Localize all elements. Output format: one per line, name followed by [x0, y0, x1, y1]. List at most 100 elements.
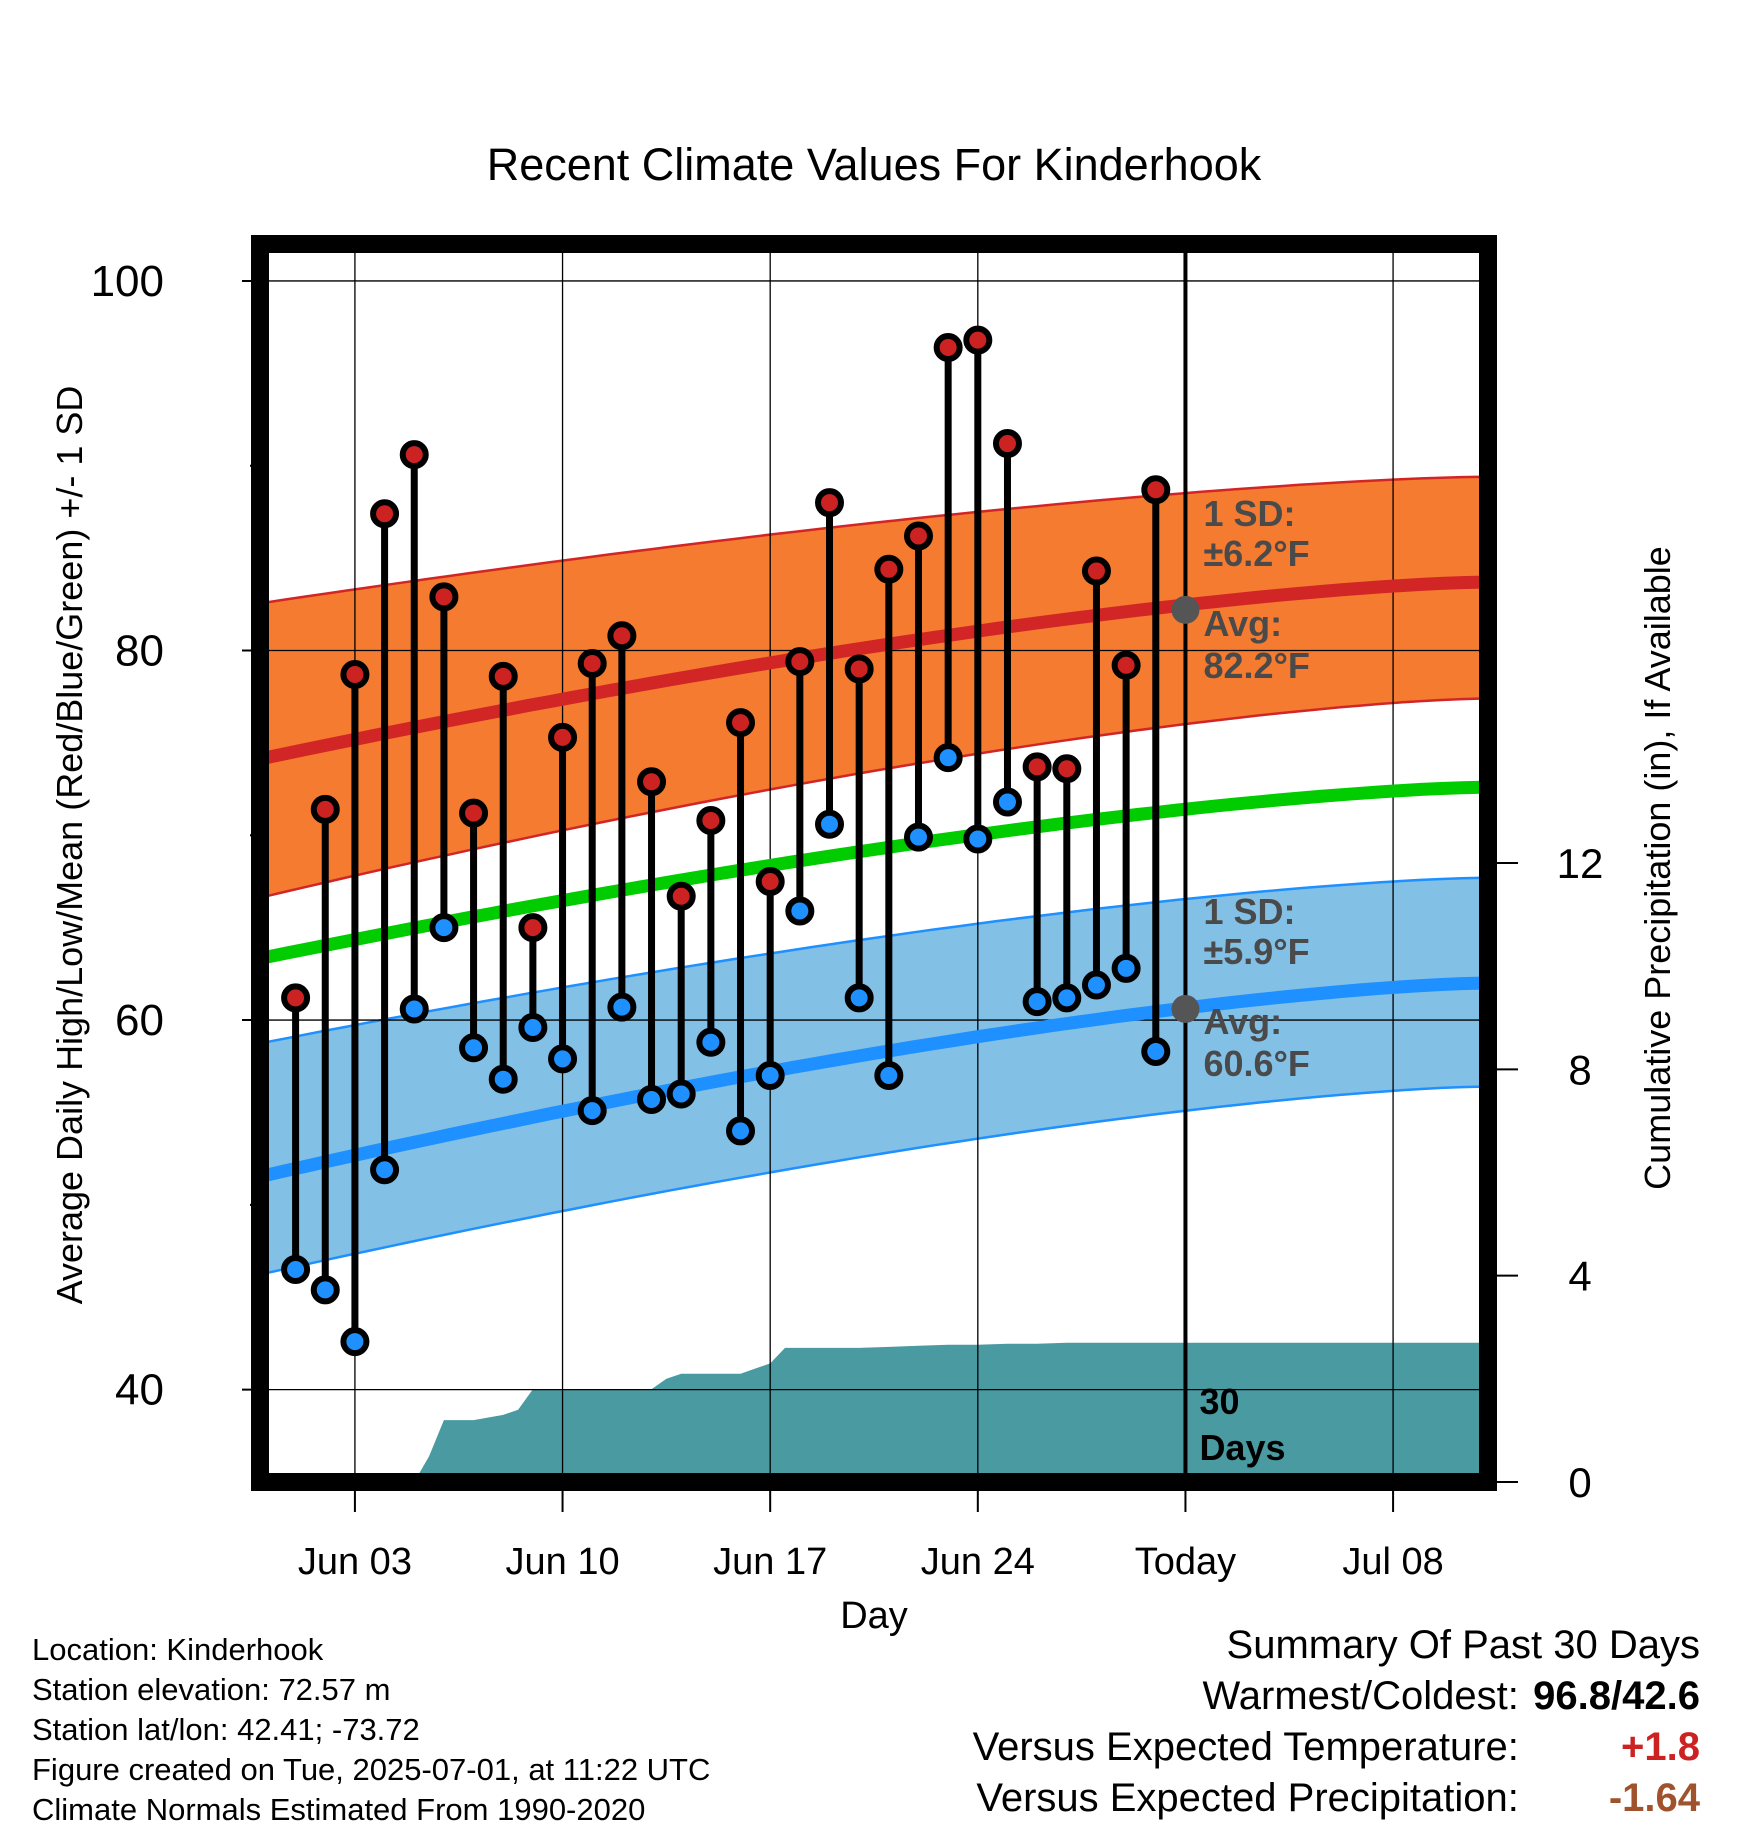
- high-point: [992, 429, 1022, 459]
- y2-axis-label: Cumulative Precipitation (in), If Availa…: [1637, 546, 1678, 1190]
- precipitation-area: [265, 1342, 1483, 1482]
- x-tick-label-0: Jun 03: [298, 1541, 412, 1583]
- low-avg-title: Avg:: [1203, 1001, 1282, 1042]
- x-tick-label-3: Jun 24: [921, 1541, 1035, 1583]
- x-axis-label: Day: [840, 1595, 908, 1637]
- x-tick-label-1: Jun 10: [506, 1541, 620, 1583]
- low-point: [992, 787, 1022, 817]
- low-point: [933, 743, 963, 773]
- station-info: Location: Kinderhook Station elevation: …: [32, 1630, 710, 1830]
- temp-label: Versus Expected Temperature:: [972, 1725, 1519, 1769]
- y-tick-label-1: 60: [115, 996, 164, 1045]
- high-avg-title: Avg:: [1203, 603, 1282, 644]
- low-point: [1022, 987, 1052, 1017]
- high-point: [1081, 556, 1111, 586]
- y-tick-label-0: 40: [115, 1366, 164, 1415]
- latlon-text: Station lat/lon: 42.41; -73.72: [32, 1712, 420, 1747]
- y-tick-label-3: 100: [91, 257, 164, 306]
- high-point: [726, 708, 756, 738]
- high-point: [607, 621, 637, 651]
- location-text: Location: Kinderhook: [32, 1632, 324, 1667]
- high-point: [518, 913, 548, 943]
- high-point: [370, 499, 400, 529]
- low-point: [548, 1044, 578, 1074]
- low-avg-dot: [1171, 994, 1200, 1023]
- mean-normal-line: [264, 780, 1483, 964]
- low-point: [637, 1085, 667, 1115]
- normals-period-text: Climate Normals Estimated From 1990-2020: [32, 1792, 646, 1827]
- low-point: [726, 1116, 756, 1146]
- low-point: [429, 913, 459, 943]
- summary-temp-row: Versus Expected Temperature: +1.8: [973, 1722, 1700, 1773]
- high-point: [963, 325, 993, 355]
- summary-warmest-row: Warmest/Coldest: 96.8/42.6: [973, 1671, 1701, 1722]
- high-point: [340, 660, 370, 690]
- high-point: [281, 983, 311, 1013]
- y2-tick-label-1: 4: [1568, 1253, 1591, 1300]
- low-point: [1081, 970, 1111, 1000]
- low-point: [310, 1275, 340, 1305]
- high-sd-title: 1 SD:: [1203, 493, 1295, 534]
- y2-tick-label-3: 12: [1557, 840, 1604, 887]
- low-normal-line: [264, 976, 1483, 1182]
- days-marker-number: 30: [1199, 1381, 1239, 1422]
- low-avg-value: 60.6°F: [1203, 1043, 1309, 1084]
- summary-panel: Summary Of Past 30 Days Warmest/Coldest:…: [973, 1620, 1700, 1824]
- high-point: [844, 654, 874, 684]
- high-point: [874, 554, 904, 584]
- plot-frame: [251, 235, 1497, 1491]
- y2-tick-label-0: 0: [1568, 1459, 1591, 1506]
- created-text: Figure created on Tue, 2025-07-01, at 11…: [32, 1752, 711, 1787]
- low-point: [607, 992, 637, 1022]
- high-point: [785, 647, 815, 677]
- low-point: [488, 1064, 518, 1094]
- low-point: [815, 809, 845, 839]
- low-point: [963, 824, 993, 854]
- y2-tick-label-2: 8: [1568, 1046, 1591, 1093]
- x-tick-label-4: Today: [1135, 1541, 1236, 1583]
- high-point: [1052, 754, 1082, 784]
- low-point: [399, 994, 429, 1024]
- low-point: [755, 1060, 785, 1090]
- low-point: [696, 1027, 726, 1057]
- high-sd-value: ±6.2°F: [1203, 533, 1309, 574]
- high-point: [577, 648, 607, 678]
- low-point: [874, 1060, 904, 1090]
- summary-precip-row: Versus Expected Precipitation: -1.64: [973, 1773, 1700, 1824]
- low-point: [1111, 953, 1141, 983]
- summary-title: Summary Of Past 30 Days: [1226, 1623, 1700, 1667]
- plot-background: [260, 244, 1488, 1482]
- chart-title: Recent Climate Values For Kinderhook: [487, 139, 1262, 190]
- low-point: [370, 1155, 400, 1185]
- high-point: [488, 661, 518, 691]
- low-point: [340, 1327, 370, 1357]
- high-avg-value: 82.2°F: [1203, 645, 1309, 686]
- high-avg-dot: [1171, 595, 1200, 624]
- high-point: [637, 767, 667, 797]
- low-sd-title: 1 SD:: [1203, 891, 1295, 932]
- warmest-value: 96.8/42.6: [1533, 1674, 1700, 1718]
- precip-label: Versus Expected Precipitation:: [976, 1776, 1519, 1820]
- high-point: [459, 798, 489, 828]
- high-point: [933, 332, 963, 362]
- high-point: [903, 521, 933, 551]
- low-point: [666, 1079, 696, 1109]
- low-point: [577, 1096, 607, 1126]
- low-point: [281, 1255, 311, 1285]
- temp-value: +1.8: [1621, 1725, 1700, 1769]
- high-point: [399, 440, 429, 470]
- y-tick-label-2: 80: [115, 627, 164, 676]
- high-point: [1022, 752, 1052, 782]
- low-point: [844, 983, 874, 1013]
- low-point: [903, 822, 933, 852]
- precip-value: -1.64: [1608, 1776, 1700, 1820]
- x-tick-label-2: Jun 17: [713, 1541, 827, 1583]
- low-sd-value: ±5.9°F: [1203, 931, 1309, 972]
- low-point: [518, 1012, 548, 1042]
- low-point: [459, 1033, 489, 1063]
- low-point: [1052, 983, 1082, 1013]
- elevation-text: Station elevation: 72.57 m: [32, 1672, 391, 1707]
- days-marker-text: Days: [1199, 1427, 1285, 1468]
